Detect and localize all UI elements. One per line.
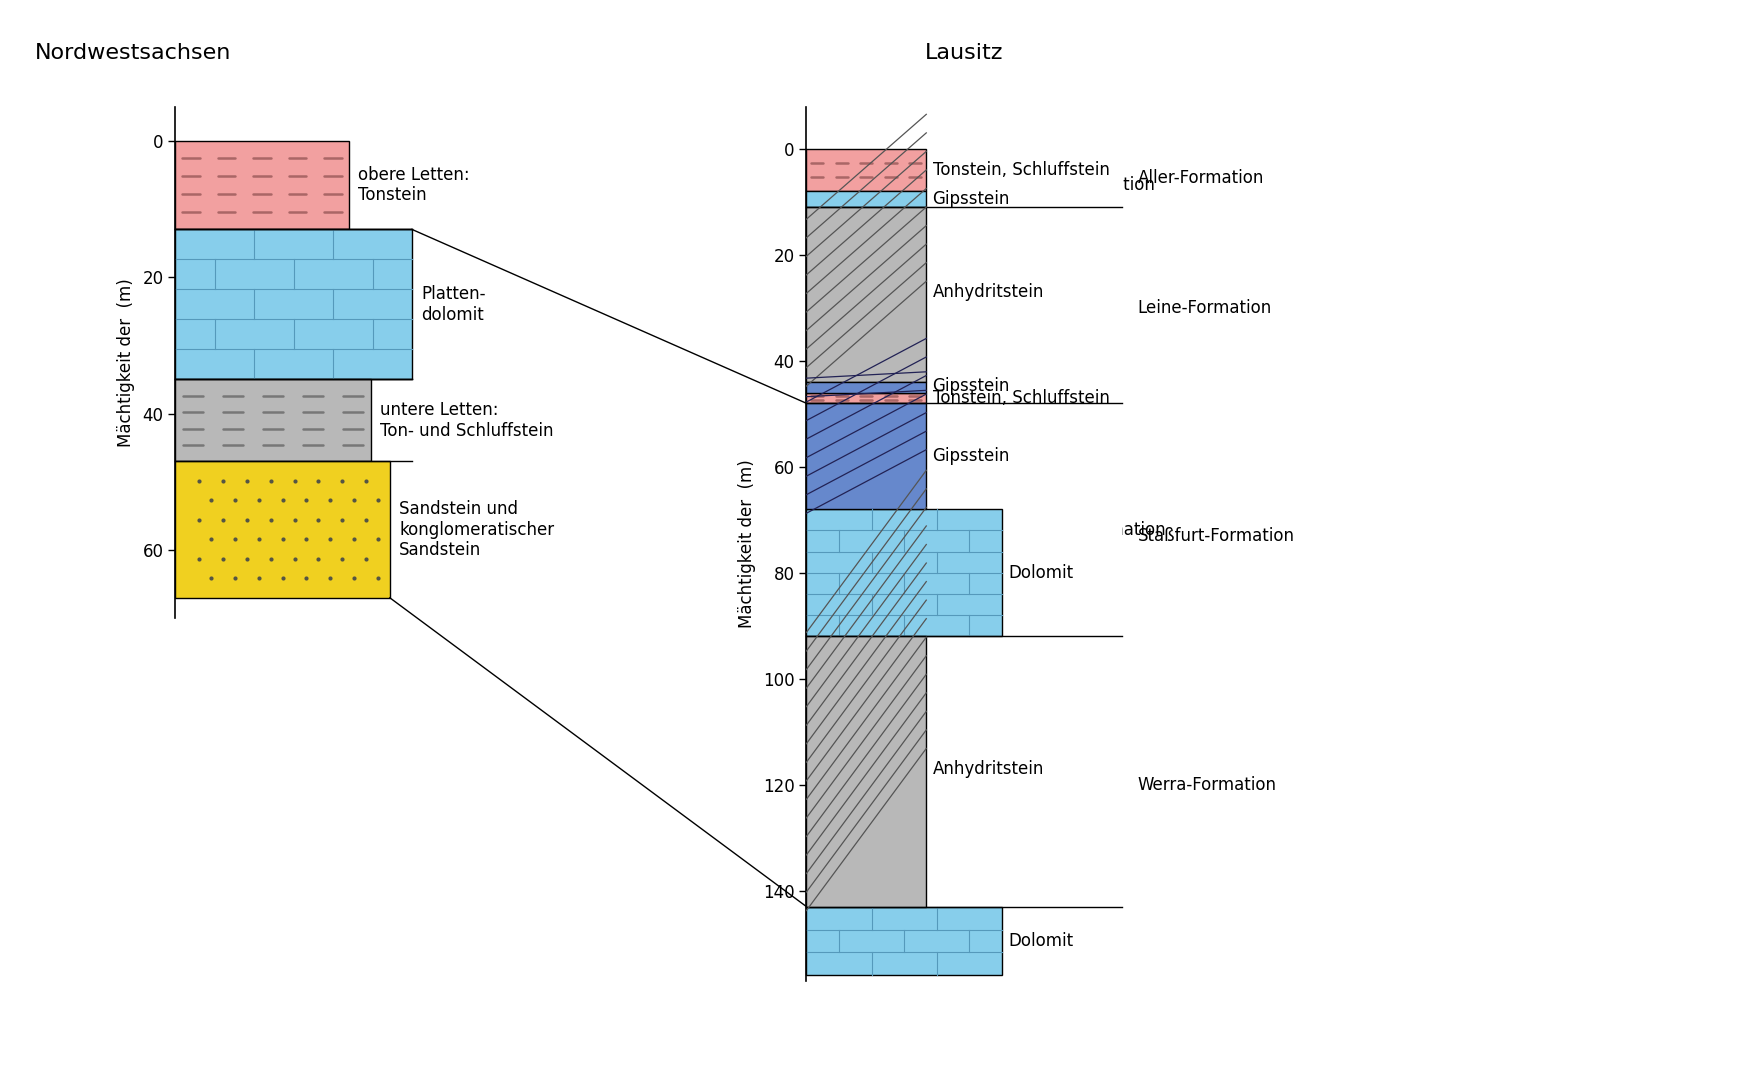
Text: Leine-Formation: Leine-Formation bbox=[1138, 298, 1273, 317]
Text: obere Letten:
Tonstein: obere Letten: Tonstein bbox=[358, 165, 470, 205]
Text: Gipsstein: Gipsstein bbox=[933, 448, 1010, 465]
Bar bbox=[806, 149, 926, 192]
Bar bbox=[806, 392, 926, 403]
Text: Leine-Formation: Leine-Formation bbox=[989, 309, 1124, 327]
Text: Settendorf-Formation: Settendorf-Formation bbox=[989, 520, 1166, 538]
Bar bbox=[806, 192, 926, 207]
Bar bbox=[175, 379, 372, 462]
Y-axis label: Mächtigkeit der  (m): Mächtigkeit der (m) bbox=[738, 459, 756, 628]
Text: Nordwestsachsen: Nordwestsachsen bbox=[35, 43, 231, 63]
Text: Dolomit: Dolomit bbox=[1008, 564, 1073, 582]
Text: Dolomit: Dolomit bbox=[1008, 932, 1073, 950]
Text: Tonstein, Schluffstein: Tonstein, Schluffstein bbox=[933, 161, 1110, 179]
Text: Schmölln-Formation: Schmölln-Formation bbox=[989, 176, 1155, 194]
Bar bbox=[175, 141, 349, 229]
Text: Anhydritstein: Anhydritstein bbox=[933, 282, 1045, 301]
Bar bbox=[806, 906, 1003, 975]
Bar bbox=[806, 510, 1003, 636]
Bar bbox=[175, 462, 389, 598]
Text: Anhydritstein: Anhydritstein bbox=[933, 760, 1045, 778]
Text: Aller-Formation: Aller-Formation bbox=[1138, 169, 1264, 188]
Bar bbox=[806, 403, 926, 510]
Text: Staßfurt-Formation: Staßfurt-Formation bbox=[1138, 527, 1295, 545]
Y-axis label: Mächtigkeit der  (m): Mächtigkeit der (m) bbox=[117, 278, 135, 447]
Bar bbox=[806, 636, 926, 906]
Bar bbox=[806, 382, 926, 392]
Text: Werra-Formation: Werra-Formation bbox=[1138, 776, 1276, 794]
Text: Sandstein und
konglomeratischer
Sandstein: Sandstein und konglomeratischer Sandstei… bbox=[400, 500, 554, 560]
Text: Tonstein, Schluffstein: Tonstein, Schluffstein bbox=[933, 389, 1110, 407]
Text: Lausitz: Lausitz bbox=[926, 43, 1003, 63]
Bar bbox=[806, 207, 926, 382]
Text: untere Letten:
Ton- und Schluffstein: untere Letten: Ton- und Schluffstein bbox=[380, 401, 554, 440]
Text: Platten-
dolomit: Platten- dolomit bbox=[421, 285, 486, 324]
Text: Gipsstein: Gipsstein bbox=[933, 377, 1010, 395]
Text: Gipsstein: Gipsstein bbox=[933, 191, 1010, 208]
Bar bbox=[175, 229, 412, 379]
